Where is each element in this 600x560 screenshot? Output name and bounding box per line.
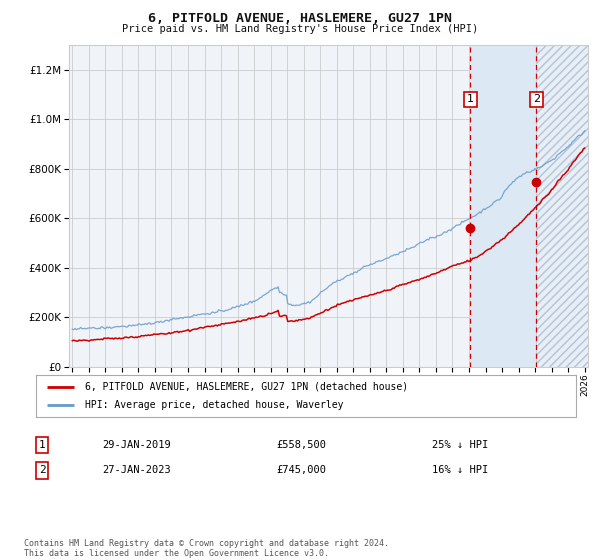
Text: 6, PITFOLD AVENUE, HASLEMERE, GU27 1PN: 6, PITFOLD AVENUE, HASLEMERE, GU27 1PN	[148, 12, 452, 25]
Text: 1: 1	[467, 94, 474, 104]
Text: £745,000: £745,000	[276, 465, 326, 475]
Text: 29-JAN-2019: 29-JAN-2019	[102, 440, 171, 450]
Text: 1: 1	[38, 440, 46, 450]
Bar	[536, 45, 600, 367]
Text: Price paid vs. HM Land Registry's House Price Index (HPI): Price paid vs. HM Land Registry's House …	[122, 24, 478, 34]
Text: 2: 2	[38, 465, 46, 475]
Text: 27-JAN-2023: 27-JAN-2023	[102, 465, 171, 475]
Text: 2: 2	[533, 94, 540, 104]
Bar	[536, 45, 600, 367]
Bar	[470, 45, 536, 367]
Text: 25% ↓ HPI: 25% ↓ HPI	[432, 440, 488, 450]
Text: 16% ↓ HPI: 16% ↓ HPI	[432, 465, 488, 475]
Text: HPI: Average price, detached house, Waverley: HPI: Average price, detached house, Wave…	[85, 400, 343, 410]
Text: 6, PITFOLD AVENUE, HASLEMERE, GU27 1PN (detached house): 6, PITFOLD AVENUE, HASLEMERE, GU27 1PN (…	[85, 382, 408, 392]
Text: £558,500: £558,500	[276, 440, 326, 450]
Text: Contains HM Land Registry data © Crown copyright and database right 2024.
This d: Contains HM Land Registry data © Crown c…	[24, 539, 389, 558]
